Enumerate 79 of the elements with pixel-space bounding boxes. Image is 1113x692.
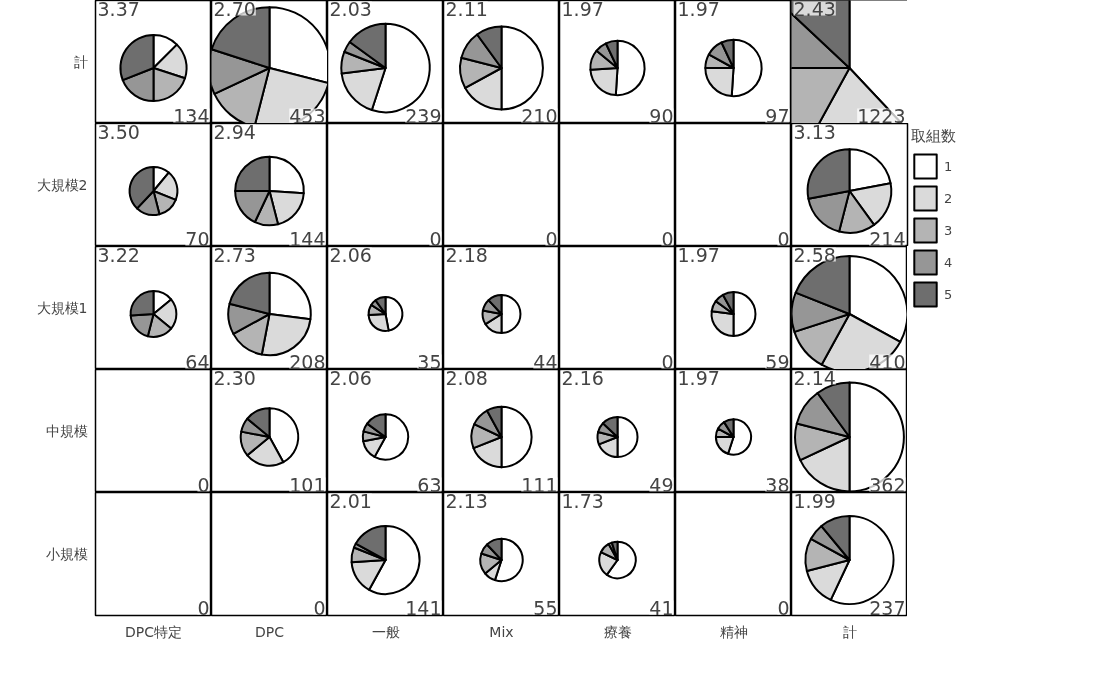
text: 小規模 [45, 546, 88, 562]
text: 0 [313, 596, 326, 619]
text: 90 [649, 104, 674, 127]
text: 144 [289, 227, 326, 250]
text: 2.73 [213, 243, 256, 266]
text: 0 [777, 596, 790, 619]
text: 3.13 [793, 120, 836, 143]
text: 療養 [603, 623, 632, 640]
text: 0 [197, 596, 210, 619]
text: 3.50 [97, 120, 140, 143]
text: 2.14 [793, 366, 836, 389]
text: 101 [289, 473, 326, 496]
text: 362 [869, 473, 906, 496]
text: 55 [533, 596, 558, 619]
text: 38 [765, 473, 790, 496]
text: 410 [869, 350, 906, 373]
text: 1.73 [561, 489, 604, 512]
text: 2.43 [793, 0, 836, 20]
text: 1.99 [793, 489, 836, 512]
text: 2.70 [213, 0, 256, 20]
text: 2.08 [445, 366, 488, 389]
legend-label: 2 [944, 190, 954, 206]
text: 2.13 [445, 489, 488, 512]
text: 134 [173, 104, 210, 127]
text: 2.03 [329, 0, 372, 20]
text: 0 [661, 227, 674, 250]
text: 97 [765, 104, 790, 127]
text: 49 [649, 473, 674, 496]
legend-label: 5 [944, 286, 954, 302]
text: 2.94 [213, 120, 256, 143]
legend-label: 3 [944, 222, 954, 238]
text: 214 [869, 227, 906, 250]
text: 64 [185, 350, 210, 373]
text: 0 [429, 227, 442, 250]
text: 35 [417, 350, 442, 373]
text: DPC [255, 623, 285, 640]
text: 3.37 [97, 0, 140, 20]
text: 208 [289, 350, 326, 373]
legend-title: 取組数 [911, 127, 957, 146]
text: 1223 [857, 104, 906, 127]
text: 0 [545, 227, 558, 250]
text: 41 [649, 596, 674, 619]
text: 0 [777, 227, 790, 250]
text: 2.58 [793, 243, 836, 266]
text: 2.06 [329, 243, 372, 266]
text: 0 [197, 473, 210, 496]
text: 2.16 [561, 366, 604, 389]
text: 2.01 [329, 489, 372, 512]
text: 1.97 [677, 0, 720, 20]
text: 1.97 [561, 0, 604, 20]
text: 計 [842, 623, 857, 640]
text: 中規模 [45, 423, 88, 439]
text: 大規模1 [36, 300, 88, 316]
text: 70 [185, 227, 210, 250]
text: 2.18 [445, 243, 488, 266]
text: 大規模2 [36, 177, 88, 193]
text: 1.97 [677, 366, 720, 389]
text: 一般 [371, 623, 400, 640]
legend-label: 4 [944, 254, 954, 270]
text: DPC特定 [125, 623, 182, 640]
legend-label: 1 [944, 158, 954, 174]
text: 2.30 [213, 366, 256, 389]
text: 63 [417, 473, 442, 496]
text: 210 [521, 104, 558, 127]
text: 141 [405, 596, 442, 619]
text: 3.22 [97, 243, 140, 266]
text: 精神 [719, 623, 748, 640]
text: 239 [405, 104, 442, 127]
text: 2.11 [445, 0, 488, 20]
text: 111 [521, 473, 558, 496]
text: 59 [765, 350, 790, 373]
text: 1.97 [677, 243, 720, 266]
text: Mix [489, 623, 514, 640]
text: 0 [661, 350, 674, 373]
text: 453 [289, 104, 326, 127]
text: 237 [869, 596, 906, 619]
text: 44 [533, 350, 558, 373]
text: 計 [73, 54, 88, 70]
text: 2.06 [329, 366, 372, 389]
